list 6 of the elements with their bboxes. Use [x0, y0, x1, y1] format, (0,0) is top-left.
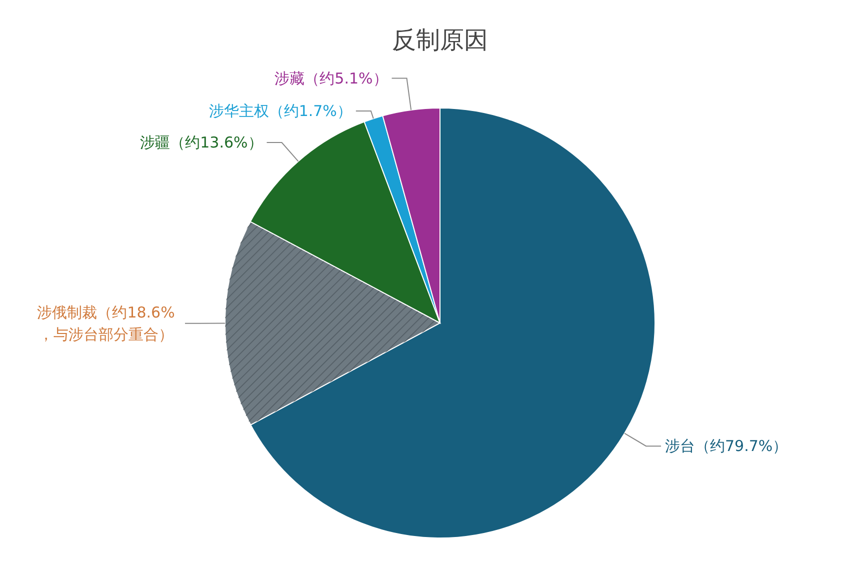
slice-label: 涉俄制裁（约18.6%，与涉台部分重合） [37, 303, 175, 344]
slice-label: 涉藏（约5.1%） [274, 69, 388, 88]
slice-label: 涉疆（约13.6%） [140, 134, 263, 152]
chart-title: 反制原因 [392, 26, 488, 54]
slice-label: 涉台（约79.7%） [665, 437, 788, 456]
slice-label: 涉华主权（约1.7%） [208, 102, 352, 120]
